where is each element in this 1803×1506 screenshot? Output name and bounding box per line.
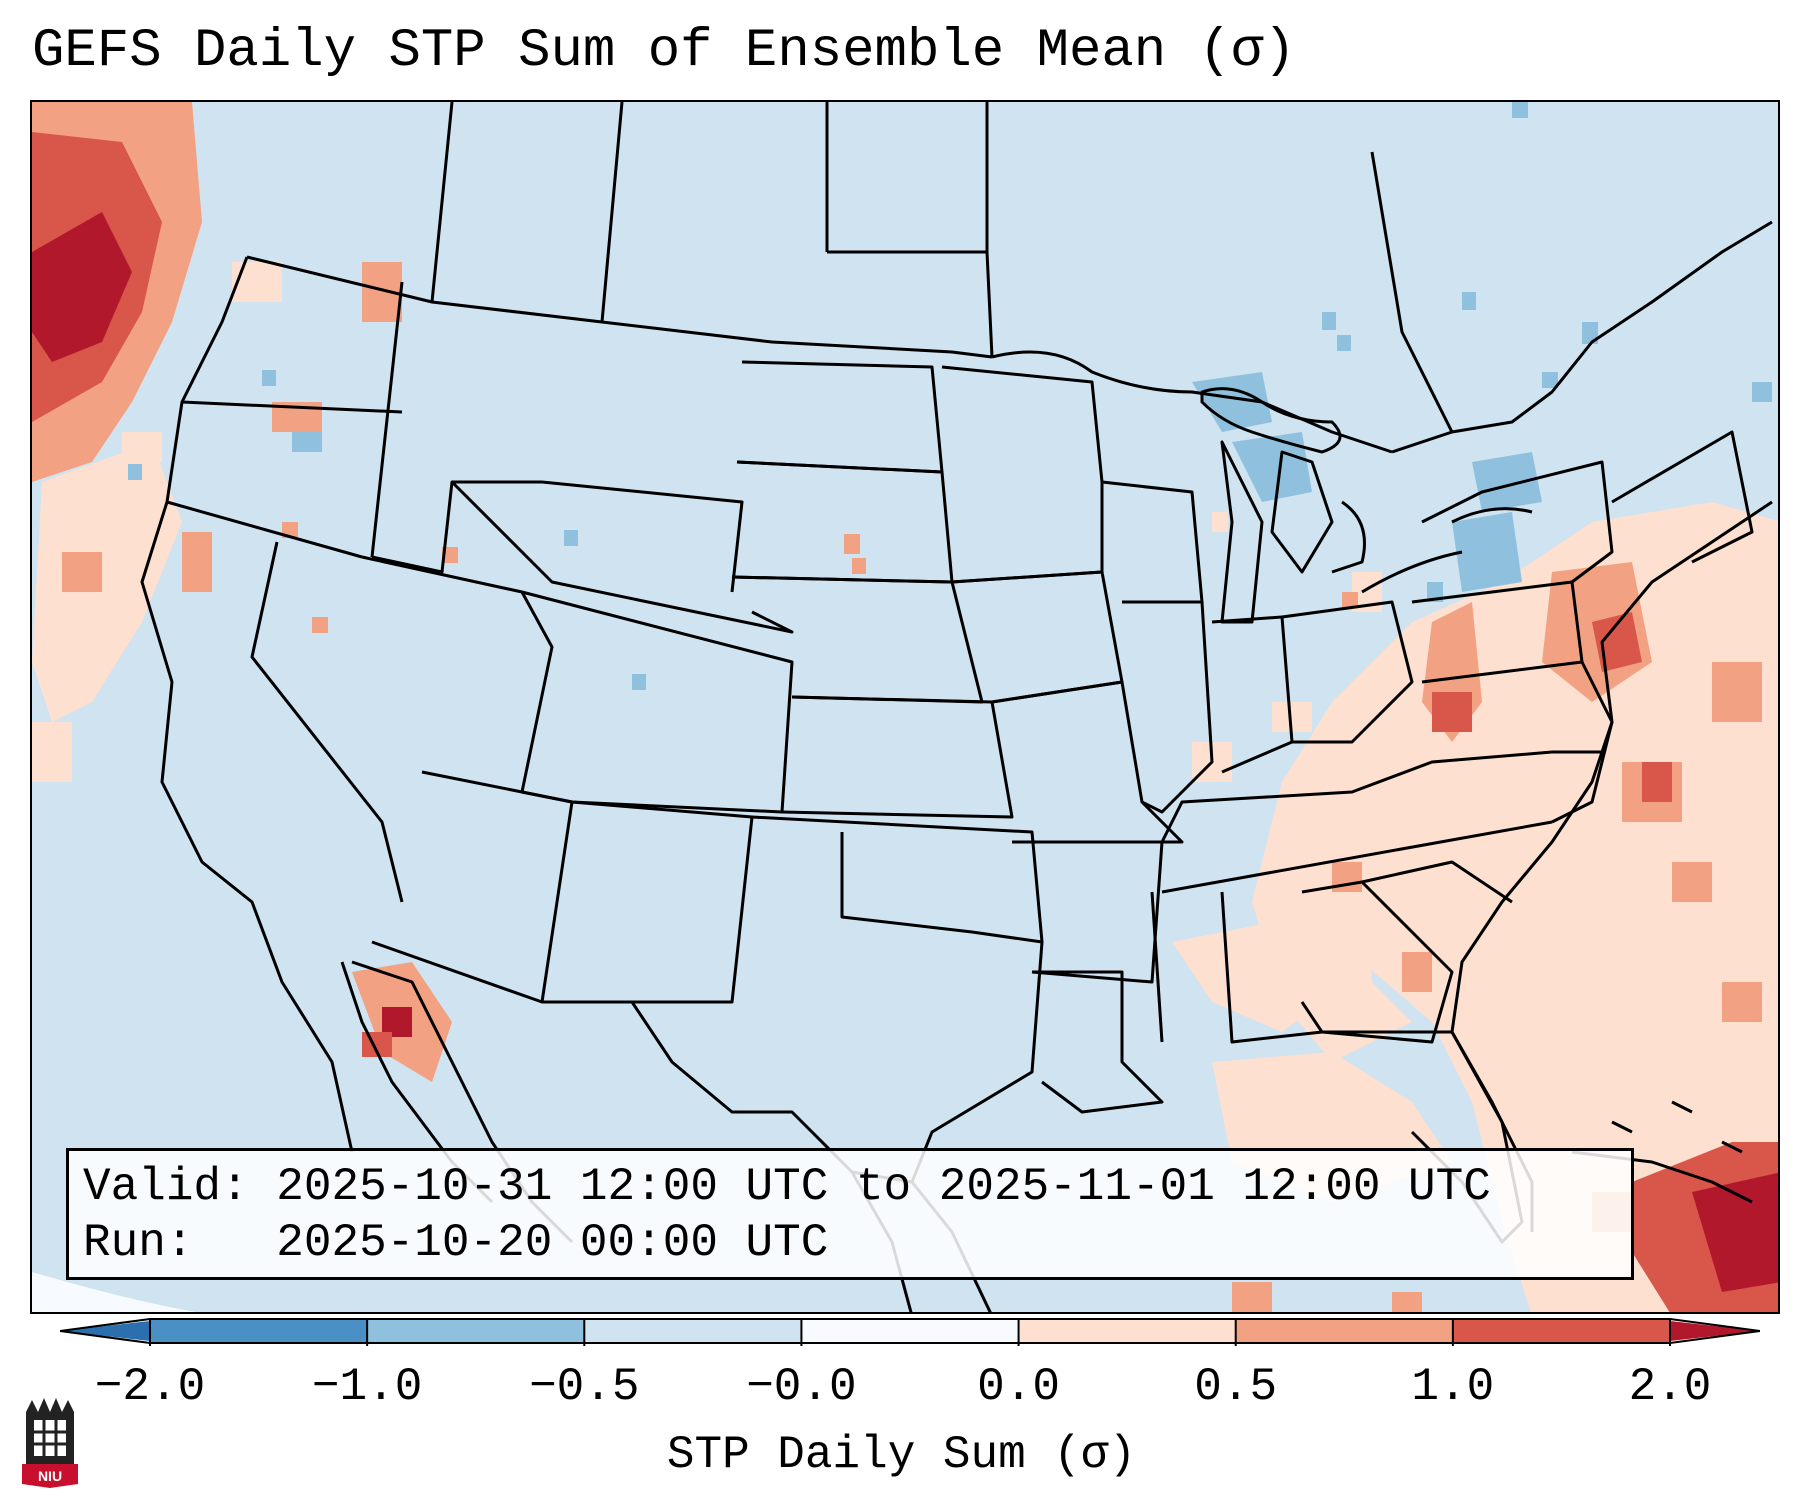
new-england bbox=[1611, 430, 1754, 564]
map-panel bbox=[30, 100, 1780, 1314]
colorbar-segment bbox=[1235, 1319, 1454, 1343]
colorbar-segments bbox=[150, 1319, 1671, 1343]
lake-michigan bbox=[1220, 440, 1264, 624]
lower-michigan bbox=[1270, 450, 1334, 574]
anomaly-scattered bbox=[282, 512, 1358, 633]
projection-edge bbox=[32, 1272, 196, 1312]
run-line: Run: 2025-10-20 00:00 UTC bbox=[83, 1215, 1617, 1271]
in bbox=[1211, 615, 1294, 774]
colorbar-segment bbox=[1018, 1319, 1237, 1343]
colorbar-extend-high bbox=[1670, 1321, 1760, 1341]
colorbar-label: STP Daily Sum (σ) bbox=[666, 1429, 1137, 1481]
colorbar-tick-label: 0.0 bbox=[977, 1361, 1060, 1413]
colorbar-tick-label: −1.0 bbox=[311, 1361, 423, 1413]
ms bbox=[1150, 891, 1164, 1043]
colorbar-tick-label: −0.0 bbox=[746, 1361, 857, 1413]
colorbar-segment bbox=[1452, 1319, 1671, 1343]
nv-ut bbox=[361, 555, 554, 793]
lake-ontario bbox=[1451, 507, 1533, 524]
atlantic-coast bbox=[1450, 500, 1773, 1232]
oh bbox=[1281, 600, 1414, 744]
valid-label: Valid: bbox=[83, 1161, 249, 1213]
wa-or-line bbox=[181, 400, 403, 414]
colorbar-segment bbox=[367, 1319, 585, 1343]
anomaly-pacific-nw bbox=[32, 102, 402, 782]
al bbox=[1220, 891, 1324, 1044]
ky-tn bbox=[1160, 750, 1553, 843]
run-value: 2025-10-20 00:00 UTC bbox=[276, 1217, 829, 1269]
il bbox=[1122, 600, 1214, 814]
colorbar-segment bbox=[584, 1319, 802, 1343]
colorbar-tick-label: 2.0 bbox=[1628, 1361, 1712, 1413]
id-west bbox=[370, 281, 404, 558]
nv-ca bbox=[250, 541, 404, 903]
az bbox=[371, 770, 574, 1004]
colorbar-tick-label: −2.0 bbox=[94, 1361, 206, 1413]
pa bbox=[1411, 580, 1584, 684]
lake-erie bbox=[1361, 550, 1463, 594]
colorbar-tick-label: 0.5 bbox=[1194, 1361, 1278, 1413]
pacific-coast bbox=[140, 256, 354, 1153]
colorbar-extend-low bbox=[60, 1321, 150, 1341]
figure-title: GEFS Daily STP Sum of Ensemble Mean (σ) bbox=[32, 21, 1296, 82]
valid-line: Valid: 2025-10-31 12:00 UTC to 2025-11-0… bbox=[83, 1159, 1617, 1215]
ny bbox=[1421, 460, 1614, 584]
lake-huron bbox=[1331, 500, 1366, 574]
niu-logo: NIU bbox=[22, 1398, 78, 1488]
ga bbox=[1301, 880, 1454, 1044]
colorbar-segment bbox=[150, 1319, 368, 1343]
valid-run-box: Valid: 2025-10-31 12:00 UTC to 2025-11-0… bbox=[66, 1148, 1634, 1280]
valid-value: 2025-10-31 12:00 UTC to 2025-11-01 12:00… bbox=[276, 1161, 1491, 1213]
ok bbox=[751, 815, 1044, 944]
colorbar-segment bbox=[801, 1319, 1020, 1343]
logo-text: NIU bbox=[38, 1468, 62, 1484]
la bbox=[1032, 970, 1164, 1114]
anomaly-atlantic bbox=[1282, 502, 1778, 1312]
ks bbox=[781, 695, 1014, 819]
colorbar-ticks bbox=[149, 1319, 1671, 1346]
lake-superior bbox=[1200, 387, 1342, 454]
anomaly-negative bbox=[128, 102, 1772, 690]
colorbar-tick-label: 1.0 bbox=[1411, 1361, 1495, 1413]
colorbar bbox=[60, 1318, 1760, 1346]
sc bbox=[1361, 860, 1513, 904]
map-canvas bbox=[32, 102, 1778, 1312]
tx bbox=[630, 941, 1044, 1184]
northeast-border bbox=[1391, 220, 1773, 454]
or-ca-line bbox=[166, 500, 363, 559]
ar bbox=[1012, 840, 1164, 984]
wy bbox=[541, 480, 744, 593]
great-lakes-border bbox=[991, 350, 1393, 454]
tn-south bbox=[1161, 820, 1553, 894]
run-label: Run: bbox=[83, 1217, 194, 1269]
colorbar-tick-label: −0.5 bbox=[529, 1361, 640, 1413]
